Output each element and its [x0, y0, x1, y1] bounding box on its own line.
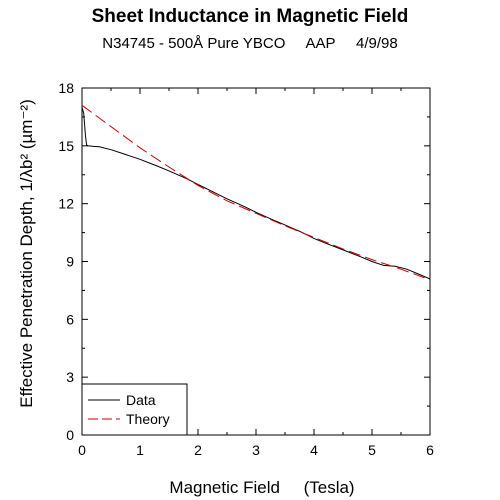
legend-box [81, 383, 188, 436]
x-tick-label: 3 [252, 442, 260, 458]
y-tick-label: 9 [66, 254, 74, 270]
x-tick-label: 0 [78, 442, 86, 458]
legend-entry-data: Data [126, 392, 156, 408]
series-theory-line [81, 104, 431, 281]
y-tick-label: 15 [58, 138, 74, 154]
y-axis-label: Effective Penetration Depth, 1/λb² (µm⁻²… [17, 99, 36, 408]
x-tick-label: 5 [368, 442, 376, 458]
x-tick-label: 1 [136, 442, 144, 458]
legend-entry-theory: Theory [126, 411, 170, 427]
x-tick-label: 6 [426, 442, 434, 458]
x-tick-label: 4 [310, 442, 318, 458]
y-tick-label: 12 [58, 196, 74, 212]
y-tick-label: 0 [66, 427, 74, 443]
y-tick-label: 18 [58, 80, 74, 96]
chart-subtitle: N34745 - 500Å Pure YBCO AAP 4/9/98 [102, 35, 398, 52]
series-data-line [81, 107, 431, 280]
y-tick-label: 3 [66, 369, 74, 385]
x-tick-label: 2 [194, 442, 202, 458]
x-axis-label: Magnetic Field (Tesla) [169, 478, 354, 497]
series-layer [81, 104, 431, 281]
chart-title: Sheet Inductance in Magnetic Field [91, 6, 409, 27]
y-tick-label: 6 [66, 311, 74, 327]
plot-frame [81, 87, 431, 436]
legend: Data Theory [81, 383, 188, 436]
